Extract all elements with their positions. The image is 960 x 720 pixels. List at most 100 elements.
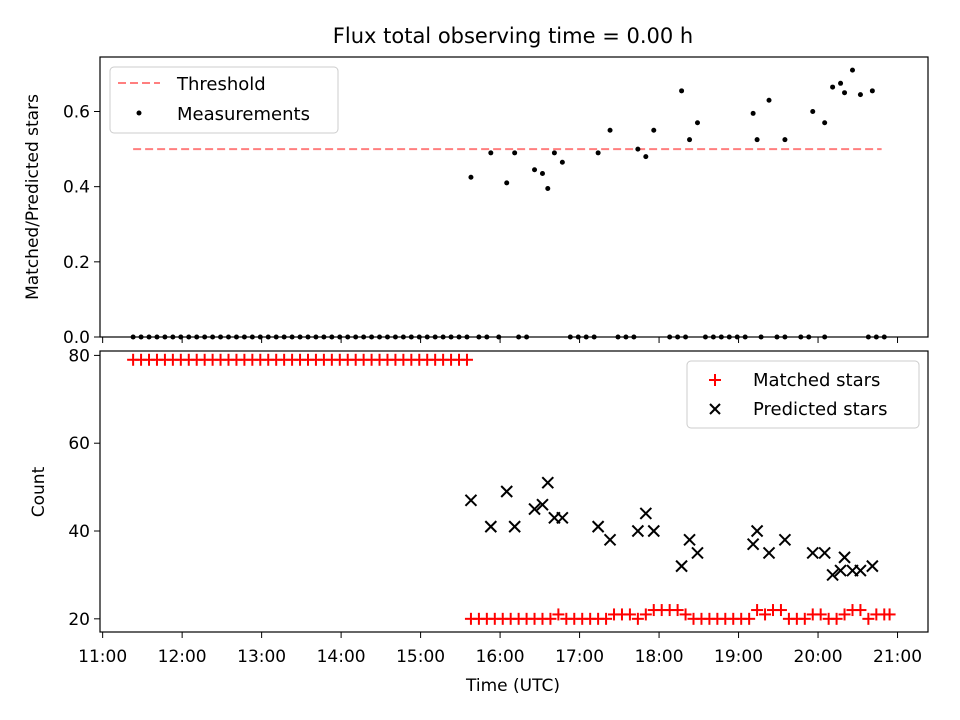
predicted-point bbox=[806, 546, 819, 560]
measurement-point bbox=[468, 174, 474, 180]
matched-point bbox=[862, 612, 875, 625]
matched-point bbox=[552, 608, 565, 621]
measurement-point bbox=[635, 146, 641, 152]
bottom-ytick-label: 20 bbox=[68, 610, 90, 630]
measurement-point bbox=[754, 137, 760, 143]
predicted-point bbox=[500, 485, 513, 498]
xtick-label: 11:00 bbox=[78, 647, 127, 667]
xtick-label: 15:00 bbox=[396, 647, 445, 667]
measurement-point bbox=[532, 167, 538, 173]
xtick-label: 12:00 bbox=[158, 647, 207, 667]
predicted-point bbox=[683, 533, 696, 547]
bottom-panel: 20 40 60 80 11:00 12:00 13:00 14:00 15:00 16:00 1… bbox=[29, 346, 929, 696]
xtick-label: 21:00 bbox=[873, 647, 922, 667]
matched-point bbox=[854, 604, 867, 617]
matched-point bbox=[679, 608, 692, 621]
predicted-point bbox=[536, 498, 549, 511]
measurement-point bbox=[750, 110, 756, 116]
predicted-point bbox=[746, 537, 760, 551]
legend-measurements-label: Measurements bbox=[177, 104, 310, 125]
measurement-point bbox=[488, 150, 494, 156]
matched-point bbox=[751, 604, 764, 617]
bottom-legend: Matched stars Predicted stars bbox=[686, 360, 920, 429]
predicted-point bbox=[691, 546, 704, 560]
measurement-point bbox=[679, 88, 685, 94]
top-ytick-label: 0.0 bbox=[63, 328, 90, 348]
predicted-point bbox=[541, 476, 554, 489]
bottom-ylabel: Count bbox=[29, 466, 49, 517]
predicted-point bbox=[675, 559, 688, 573]
measurement-point bbox=[869, 88, 875, 94]
matched-point bbox=[759, 608, 772, 621]
legend-threshold-label: Threshold bbox=[176, 74, 266, 95]
predicted-point bbox=[556, 511, 569, 525]
xtick-label: 17:00 bbox=[555, 647, 604, 667]
matched-point bbox=[460, 353, 473, 366]
predicted-point bbox=[591, 520, 605, 533]
measurement-point bbox=[782, 137, 788, 143]
matched-point bbox=[838, 608, 851, 621]
measurement-point bbox=[849, 67, 855, 73]
predicted-point bbox=[464, 494, 478, 507]
measurement-point bbox=[559, 159, 565, 165]
measurement-point bbox=[766, 97, 772, 103]
legend-matched-label: Matched stars bbox=[753, 370, 880, 391]
measurement-point bbox=[830, 84, 836, 90]
predicted-point bbox=[854, 564, 867, 577]
xtick-label: 13:00 bbox=[237, 647, 286, 667]
bottom-ytick-label: 60 bbox=[68, 434, 90, 454]
measurement-point bbox=[842, 90, 848, 96]
measurement-point bbox=[838, 80, 844, 86]
measurement-point bbox=[512, 150, 518, 156]
measurement-point bbox=[810, 108, 816, 114]
top-panel: 0.0 0.2 0.4 0.6 Matched/Predicted stars Thr… bbox=[23, 56, 929, 348]
matched-point bbox=[600, 612, 613, 625]
predicted-point bbox=[750, 524, 764, 538]
predicted-point bbox=[631, 524, 645, 538]
measurement-point bbox=[595, 150, 601, 156]
xtick-label: 20:00 bbox=[794, 647, 843, 667]
predicted-point bbox=[838, 551, 851, 564]
predicted-point bbox=[866, 559, 879, 573]
measurement-point bbox=[857, 92, 863, 98]
matched-point bbox=[814, 608, 827, 621]
legend-predicted-label: Predicted stars bbox=[753, 399, 887, 420]
measurement-point bbox=[822, 120, 828, 126]
predicted-point bbox=[647, 524, 660, 538]
top-ytick-label: 0.6 bbox=[63, 102, 90, 122]
xtick-label: 16:00 bbox=[476, 647, 525, 667]
matched-point bbox=[631, 612, 644, 625]
measurement-point bbox=[651, 127, 657, 133]
predicted-point bbox=[834, 564, 847, 577]
legend-predicted-swatch bbox=[709, 403, 721, 415]
predicted-point bbox=[603, 533, 617, 547]
measurement-point bbox=[545, 186, 551, 192]
top-legend-box bbox=[109, 66, 339, 134]
predicted-point bbox=[528, 502, 541, 516]
xtick-label: 14:00 bbox=[317, 647, 366, 667]
chart-title: Flux total observing time = 0.00 h bbox=[333, 24, 693, 48]
bottom-axes-frame bbox=[99, 350, 929, 633]
measurement-point bbox=[551, 150, 557, 156]
top-legend: Threshold Measurements bbox=[109, 66, 339, 134]
predicted-point bbox=[484, 520, 498, 533]
bottom-ytick-label: 40 bbox=[68, 522, 90, 542]
predicted-point bbox=[508, 520, 521, 533]
matched-point bbox=[743, 612, 756, 625]
x-axis-label: Time (UTC) bbox=[465, 676, 560, 696]
legend-matched-swatch bbox=[709, 374, 721, 386]
matched-point bbox=[639, 608, 652, 621]
bottom-legend-box bbox=[686, 360, 920, 429]
matched-point bbox=[774, 604, 787, 617]
matched-point bbox=[830, 612, 843, 625]
top-ytick-label: 0.4 bbox=[63, 178, 90, 198]
predicted-point bbox=[778, 533, 792, 547]
predicted-point bbox=[762, 546, 776, 560]
matched-point bbox=[623, 608, 636, 621]
predicted-point bbox=[639, 507, 653, 520]
measurement-point bbox=[687, 137, 693, 143]
xtick-label: 18:00 bbox=[635, 647, 684, 667]
predicted-point bbox=[818, 546, 831, 560]
legend-measurements-swatch bbox=[136, 110, 142, 116]
